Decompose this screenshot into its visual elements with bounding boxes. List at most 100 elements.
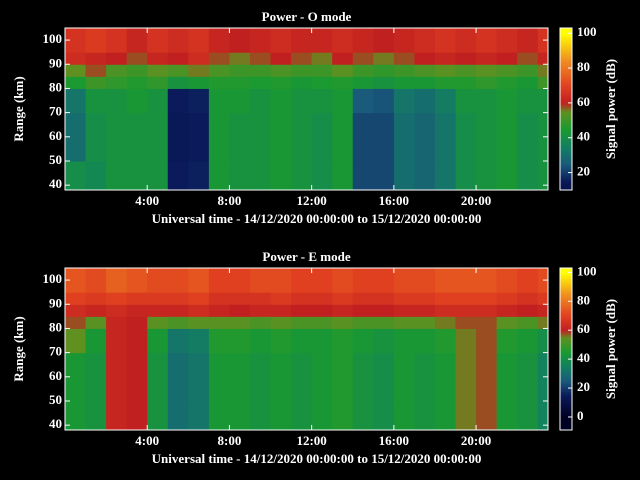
heatmap-cell [394,328,415,353]
heatmap-cell [476,52,497,65]
heatmap-cell [147,137,168,162]
y-tick-label: 50 [49,392,62,407]
heatmap-cell [147,292,168,305]
heatmap-cell [312,88,333,113]
heatmap-cell [188,28,209,53]
heatmap-cell [435,377,456,402]
heatmap-cell [414,137,435,162]
colorbar-tick-label: 80 [577,292,590,307]
heatmap-cell [414,401,435,431]
heatmap-cell [538,304,549,317]
heatmap-cell [250,377,271,402]
heatmap-cell [188,137,209,162]
heatmap-cell [188,316,209,329]
heatmap-cell [229,401,250,431]
heatmap-cell [106,292,127,305]
heatmap-cell [497,137,518,162]
heatmap-cell [394,52,415,65]
heatmap-cell [373,304,394,317]
heatmap-cell [456,137,477,162]
heatmap-cell [353,292,374,305]
heatmap-cell [271,401,292,431]
colorbar-tick-label: 40 [577,129,590,144]
heatmap-cell [188,161,209,191]
heatmap-cell [435,401,456,431]
heatmap-cell [538,52,549,65]
heatmap-cell [476,268,497,293]
heatmap-cell [435,113,456,138]
heatmap-cell [497,52,518,65]
heatmap-cell [353,88,374,113]
heatmap-cell [456,401,477,431]
heatmap-cell [271,52,292,65]
heatmap-cell [497,28,518,53]
heatmap-cell [106,113,127,138]
x-tick-label: 8:00 [218,193,242,208]
heatmap-cell [271,28,292,53]
heatmap-cell [517,328,538,353]
heatmap-cell [476,76,497,89]
heatmap-cell [147,113,168,138]
heatmap-cell [250,292,271,305]
heatmap-cell [497,292,518,305]
heatmap-cell [168,161,189,191]
colorbar-tick-label: 100 [577,263,597,278]
heatmap-cell [353,316,374,329]
colorbar-tick-label: 60 [577,94,590,109]
heatmap-cell [147,353,168,378]
heatmap-cell [168,52,189,65]
y-tick-label: 60 [49,128,62,143]
heatmap-cell [86,137,107,162]
heatmap-cell [332,28,353,53]
heatmap-cell [168,28,189,53]
heatmap-cell [476,88,497,113]
heatmap-cell [476,316,497,329]
heatmap-cell [250,137,271,162]
heatmap-cell [538,76,549,89]
heatmap-cell [517,64,538,77]
x-tick-label: 4:00 [135,433,159,448]
heatmap-cell [373,377,394,402]
heatmap-cell [291,328,312,353]
heatmap-cell [271,64,292,77]
heatmap-cell [414,377,435,402]
heatmap-cell [147,377,168,402]
heatmap-cell [394,316,415,329]
heatmap-cell [332,377,353,402]
heatmap-cell [517,88,538,113]
chart-title: Power - O mode [262,9,352,24]
heatmap-cell [394,64,415,77]
heatmap-cell [86,377,107,402]
heatmap-cell [229,88,250,113]
heatmap-cell [373,292,394,305]
heatmap-cell [517,353,538,378]
y-tick-label: 100 [43,31,63,46]
heatmap-cell [517,377,538,402]
heatmap-cell [394,353,415,378]
heatmap-cell [353,268,374,293]
heatmap-cell [65,328,86,353]
heatmap-cell [188,76,209,89]
colorbar-label: Signal power (dB) [603,299,618,399]
heatmap-cell [209,268,230,293]
heatmap-cell [229,137,250,162]
heatmap-cell [229,161,250,191]
heatmap-cell [86,76,107,89]
heatmap-cell [497,113,518,138]
heatmap-cell [435,161,456,191]
heatmap-cell [209,377,230,402]
heatmap-cell [127,328,148,353]
heatmap-cell [332,76,353,89]
heatmap-cell [414,353,435,378]
heatmap-cell [435,304,456,317]
heatmap-cell [456,113,477,138]
heatmap-cell [147,328,168,353]
heatmap-cell [127,304,148,317]
heatmap-cell [250,52,271,65]
heatmap-cell [271,304,292,317]
heatmap-cell [127,161,148,191]
heatmap-cell [291,52,312,65]
heatmap-cell [229,28,250,53]
x-tick-label: 12:00 [296,433,326,448]
heatmap-cell [312,401,333,431]
